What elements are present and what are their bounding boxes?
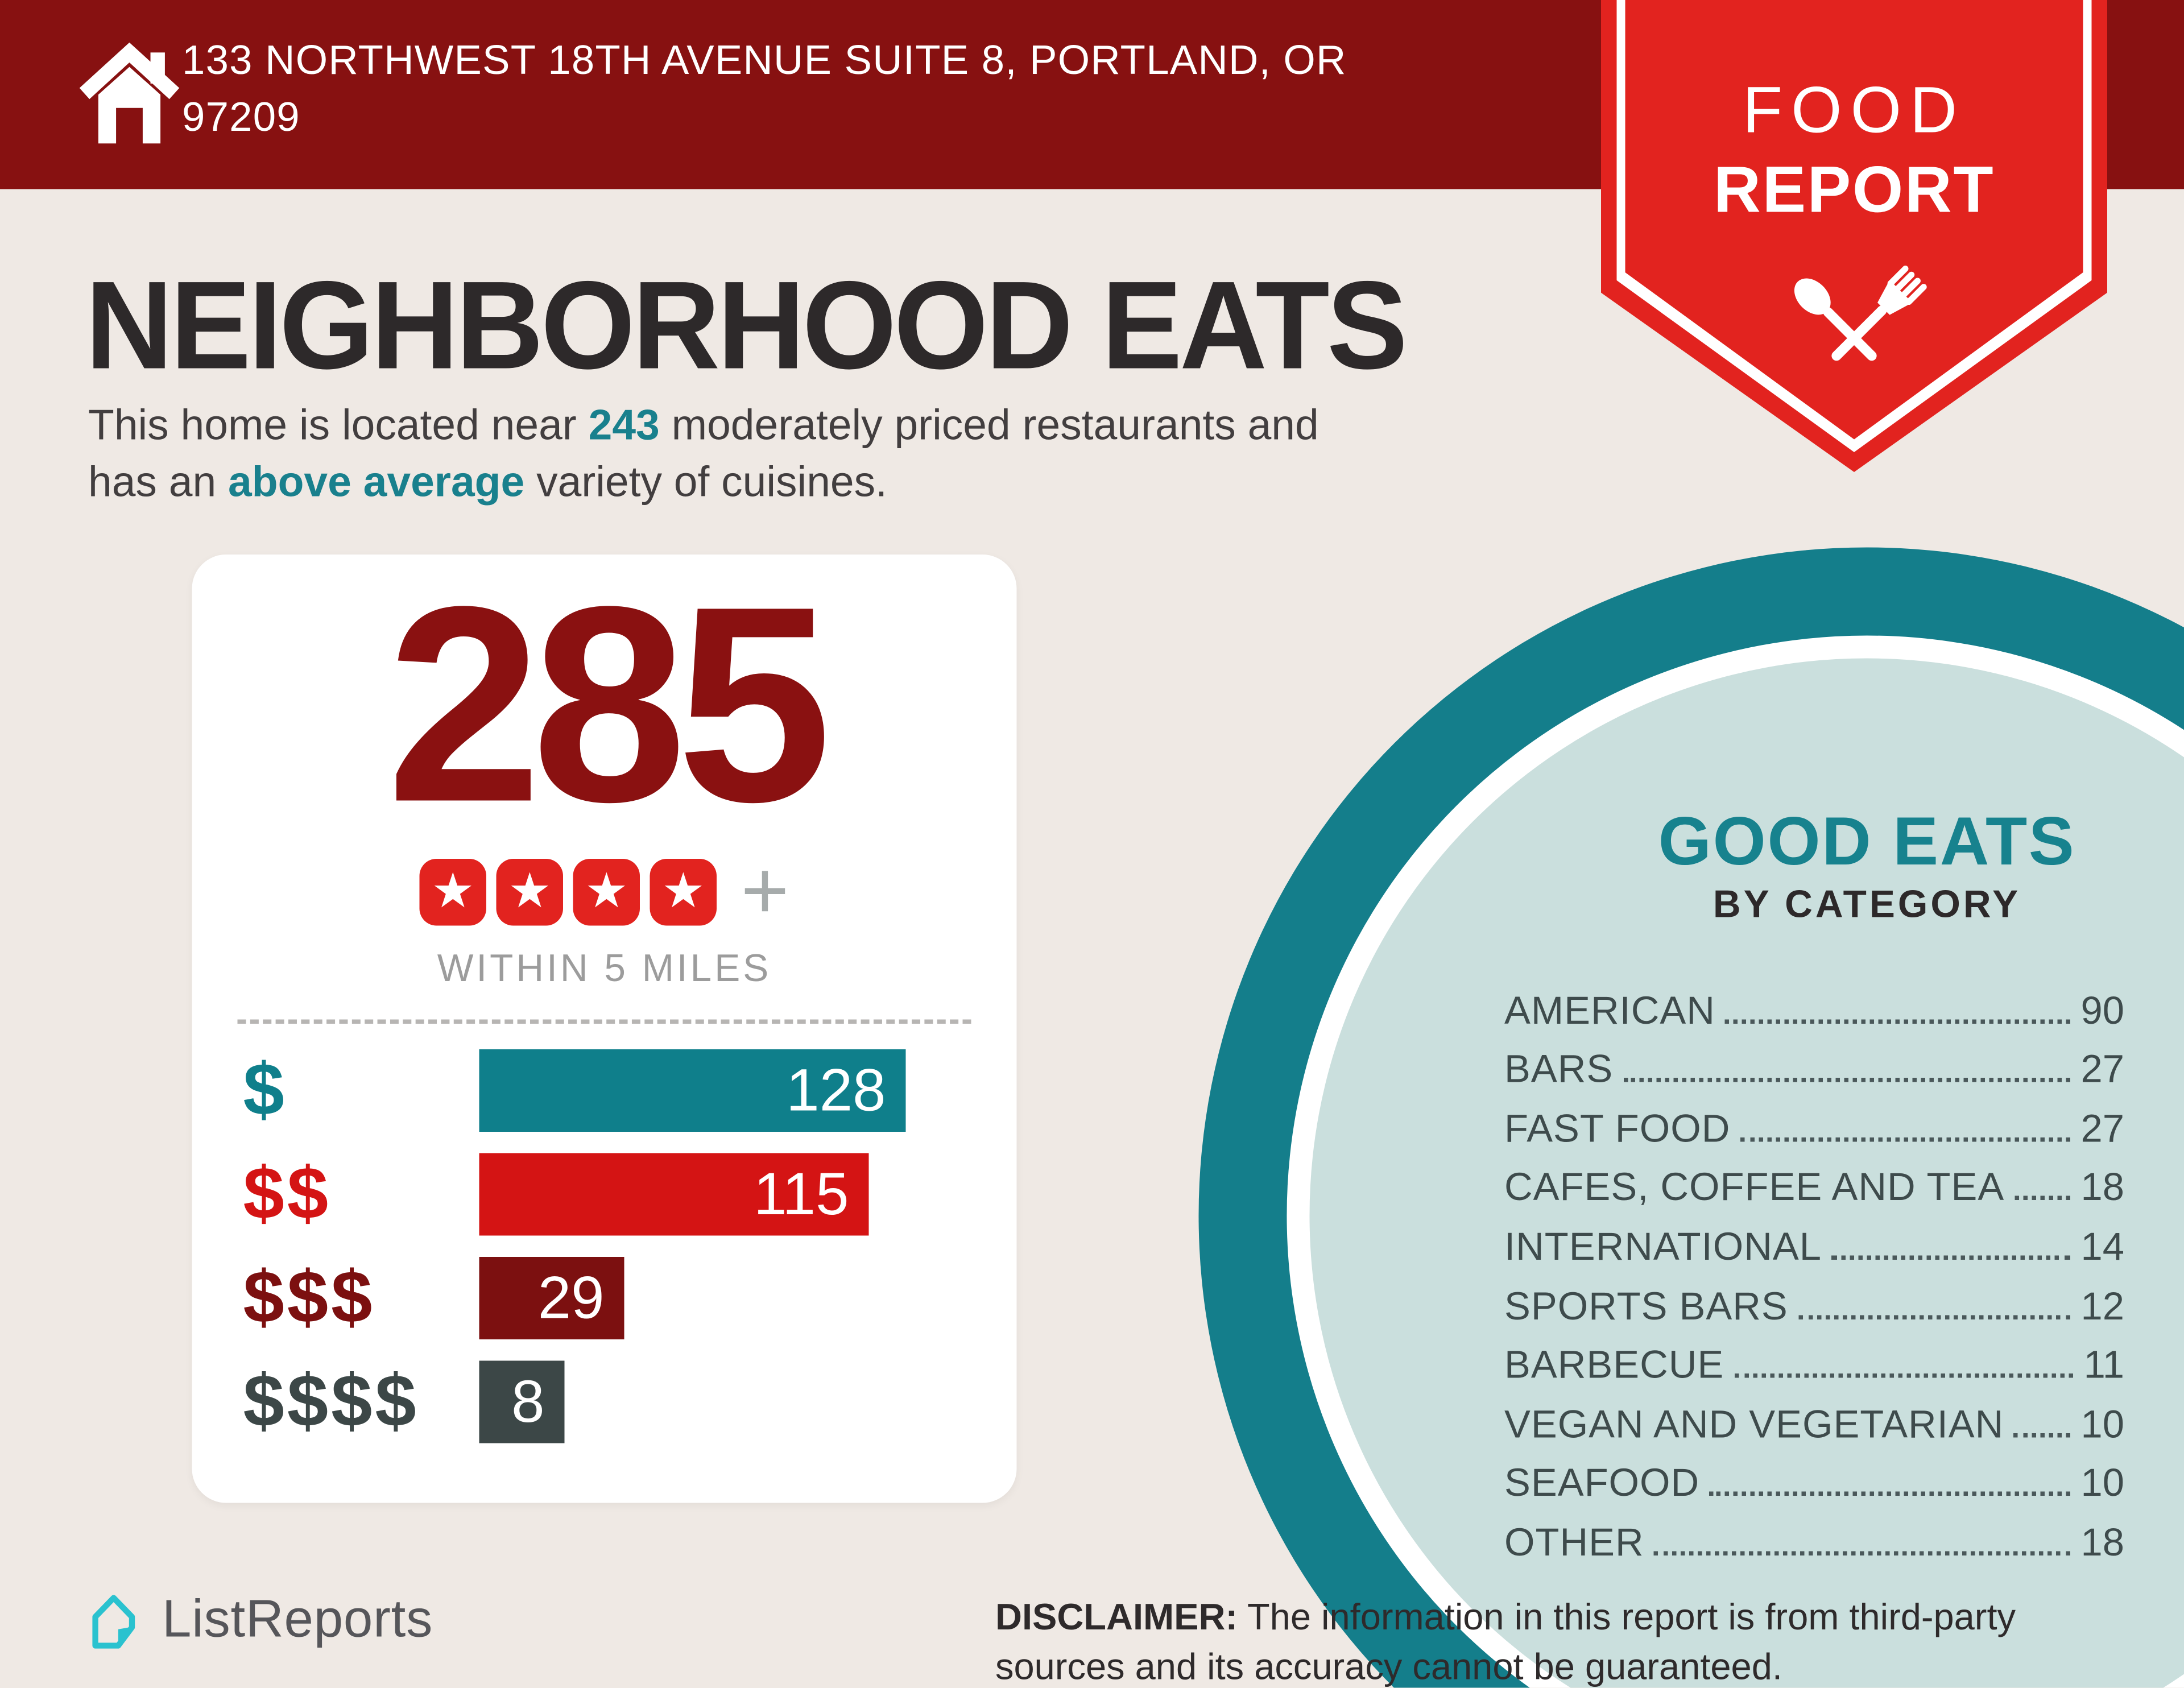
page-title: NEIGHBORHOOD EATS	[85, 253, 1405, 398]
price-bar: 29	[479, 1257, 624, 1339]
star-icon: ★	[497, 858, 564, 925]
category-value: 27	[2081, 1106, 2124, 1151]
property-address: 133 NORTHWEST 18TH AVENUE SUITE 8, PORTL…	[182, 33, 1462, 147]
category-leader-dots	[1710, 1492, 2071, 1496]
category-row: SPORTS BARS 12	[1504, 1269, 2124, 1329]
price-label: $$$$	[192, 1365, 479, 1439]
price-label: $$	[192, 1157, 479, 1231]
price-bar: 128	[479, 1049, 906, 1132]
good-eats-subtitle: BY CATEGORY	[1199, 883, 2184, 928]
category-value: 11	[2084, 1342, 2124, 1388]
banner-title-line2: REPORT	[1601, 151, 2107, 227]
star-rating: ★★★★+	[192, 850, 1017, 933]
price-bar-value: 115	[754, 1160, 849, 1228]
category-name: VEGAN AND VEGETARIAN	[1504, 1401, 2004, 1447]
star-icon: ★	[573, 858, 640, 925]
price-bar: 115	[479, 1153, 869, 1236]
category-value: 90	[2081, 987, 2124, 1033]
spoon-fork-icon	[1601, 245, 2107, 400]
category-leader-dots	[1654, 1551, 2071, 1555]
star-icon: ★	[650, 858, 717, 925]
category-leader-dots	[2015, 1196, 2071, 1201]
listreports-logo-icon	[80, 1587, 145, 1652]
price-label: $$$	[192, 1261, 479, 1335]
category-value: 27	[2081, 1046, 2124, 1092]
category-value: 14	[2081, 1224, 2124, 1269]
category-leader-dots	[1798, 1314, 2071, 1319]
category-row: SEAFOOD 10	[1504, 1447, 2124, 1506]
category-leader-dots	[1725, 1019, 2071, 1023]
category-name: CAFES, COFFEE AND TEA	[1504, 1165, 2004, 1210]
restaurant-count: 243	[589, 403, 660, 450]
category-name: BARBECUE	[1504, 1342, 1724, 1388]
subtitle-line-2: has an above average variety of cuisines…	[88, 455, 1553, 512]
dashed-divider	[238, 1020, 971, 1024]
stats-card: 285 ★★★★+ WITHIN 5 MILES $128$$115$$$29$…	[192, 555, 1017, 1503]
restaurant-total: 285	[192, 566, 1017, 845]
price-bar-row: $128	[192, 1049, 1017, 1132]
category-row: BARBECUE 11	[1504, 1329, 2124, 1388]
disclaimer: DISCLAIMER: The information in this repo…	[995, 1592, 2150, 1688]
price-label: $	[192, 1054, 479, 1128]
category-value: 12	[2081, 1283, 2124, 1329]
home-icon	[74, 37, 185, 148]
banner-content: FOOD REPORT	[1601, 0, 2107, 472]
category-row: INTERNATIONAL 14	[1504, 1210, 2124, 1269]
category-leader-dots	[1740, 1137, 2071, 1141]
star-icon: ★	[420, 858, 487, 925]
price-bars: $128 $$ 115 $$$ 29 $$$$ 8	[192, 1049, 1017, 1443]
category-row: OTHER 18	[1504, 1506, 2124, 1565]
category-value: 18	[2081, 1520, 2124, 1565]
category-leader-dots	[1734, 1373, 2074, 1378]
good-eats-title: GOOD EATS	[1199, 804, 2184, 882]
price-bar-value: 128	[786, 1057, 886, 1125]
category-leader-dots	[1831, 1255, 2071, 1260]
category-row: VEGAN AND VEGETARIAN 10	[1504, 1388, 2124, 1447]
price-bar-value: 8	[511, 1368, 544, 1436]
price-bar-row: $$$$ 8	[192, 1361, 1017, 1443]
category-row: BARS 27	[1504, 1033, 2124, 1092]
price-bar: 8	[479, 1361, 565, 1443]
category-name: BARS	[1504, 1046, 1613, 1092]
category-name: OTHER	[1504, 1520, 1644, 1565]
banner-title-line1: FOOD	[1601, 71, 2107, 148]
category-name: FAST FOOD	[1504, 1106, 1730, 1151]
category-row: CAFES, COFFEE AND TEA 18	[1504, 1151, 2124, 1210]
category-name: SPORTS BARS	[1504, 1283, 1788, 1329]
category-row: AMERICAN 90	[1504, 974, 2124, 1033]
category-name: AMERICAN	[1504, 987, 1715, 1033]
category-name: INTERNATIONAL	[1504, 1224, 1822, 1269]
category-leader-dots	[2014, 1433, 2071, 1437]
page-subtitle: This home is located near 243 moderately…	[88, 398, 1553, 512]
category-name: SEAFOOD	[1504, 1461, 1699, 1506]
listreports-logo-text: ListReports	[162, 1590, 433, 1649]
price-bar-row: $$ 115	[192, 1153, 1017, 1236]
category-value: 10	[2081, 1461, 2124, 1506]
subtitle-line-1: This home is located near 243 moderately…	[88, 398, 1553, 455]
category-value: 18	[2081, 1165, 2124, 1210]
disclaimer-label: DISCLAIMER:	[995, 1595, 1238, 1638]
price-bar-value: 29	[538, 1264, 605, 1333]
food-report-banner: FOOD REPORT	[1601, 0, 2107, 472]
category-row: FAST FOOD 27	[1504, 1092, 2124, 1151]
plus-icon: +	[741, 850, 789, 933]
category-value: 10	[2081, 1401, 2124, 1447]
variety-highlight: above average	[228, 460, 524, 507]
radius-label: WITHIN 5 MILES	[192, 947, 1017, 991]
listreports-logo: ListReports	[80, 1587, 433, 1652]
price-bar-row: $$$ 29	[192, 1257, 1017, 1339]
category-leader-dots	[1623, 1078, 2071, 1082]
